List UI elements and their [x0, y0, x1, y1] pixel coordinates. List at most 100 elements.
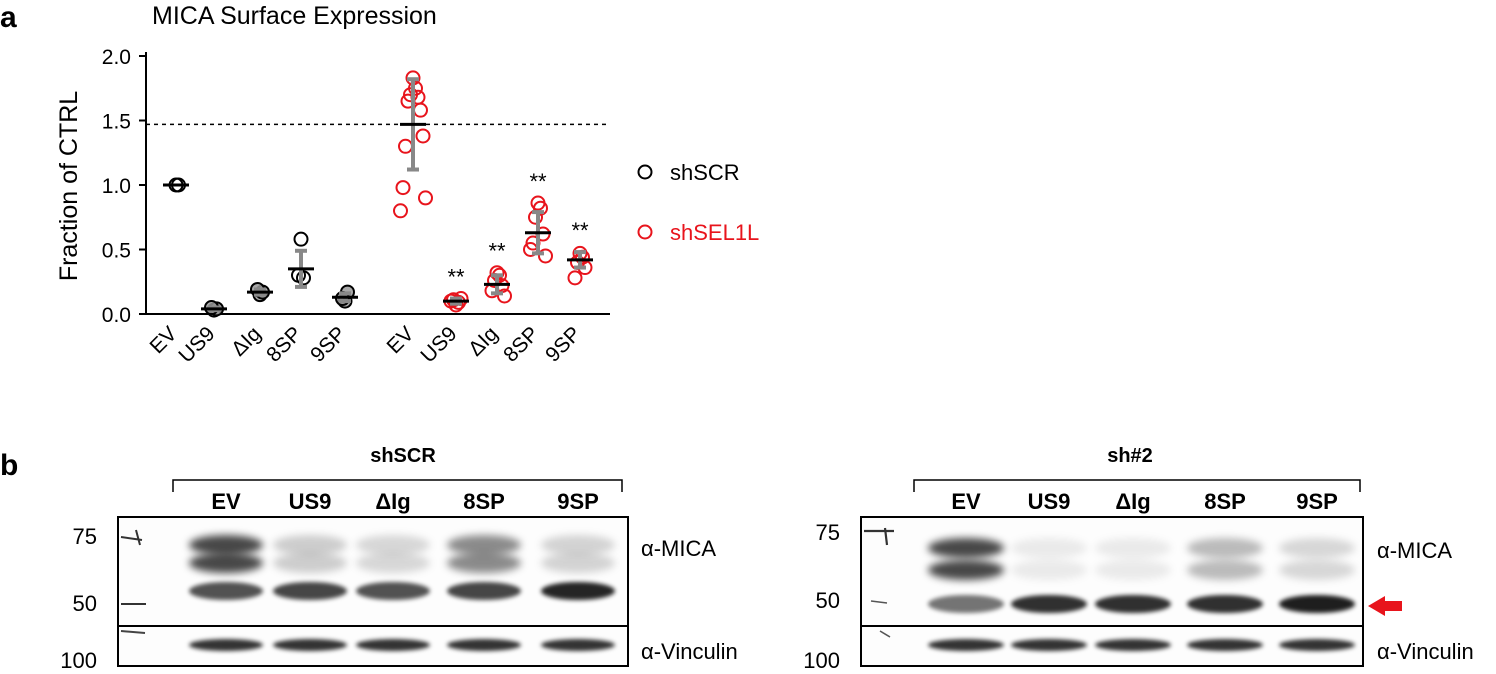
mica-band-upper: [541, 535, 615, 555]
group-shSCR-4: [332, 284, 358, 309]
mica-band-upper: [189, 553, 263, 573]
vinculin-band: [541, 639, 615, 651]
mw-75-right: 75: [816, 520, 840, 545]
vinculin-band: [273, 639, 347, 651]
mica-band-upper: [1095, 560, 1171, 580]
mica-band-upper: [356, 553, 430, 573]
y-tick-label: 0.5: [102, 240, 131, 263]
lane-label-dig-left: ΔIg: [375, 489, 410, 514]
lane-label-9sp-left: 9SP: [557, 489, 599, 514]
vinculin-band: [356, 639, 430, 651]
mica-band-lower: [356, 582, 430, 600]
lane-label-ev-left: EV: [211, 489, 241, 514]
vinculin-band: [1095, 639, 1171, 651]
data-point: [403, 87, 418, 103]
lane-label-us9-right: US9: [1028, 489, 1071, 514]
lane-label-9sp-right: 9SP: [1296, 489, 1338, 514]
mica-band-upper: [541, 553, 615, 573]
mica-band-upper: [273, 535, 347, 555]
antibody-mica-left: α-MICA: [641, 536, 716, 561]
lane-label-us9-left: US9: [289, 489, 332, 514]
mica-band-upper: [1279, 560, 1355, 580]
y-tick-label: 2.0: [102, 46, 131, 69]
ladder-mark-75-left: [120, 529, 143, 546]
mica-band-upper: [1095, 538, 1171, 558]
mica-band-upper: [1011, 538, 1087, 558]
group-bracket-left: [172, 479, 623, 492]
data-point: [418, 190, 433, 206]
red-arrow-icon: [1368, 596, 1402, 616]
y-ticks: 0.0 0.5 1.0 1.5 2.0: [102, 46, 146, 327]
group-shSEL1L-7: **: [484, 239, 512, 304]
mica-band-upper: [1279, 538, 1355, 558]
mw-50-right: 50: [816, 588, 840, 613]
data-point: [497, 288, 512, 304]
legend-label-shscr: shSCR: [670, 160, 740, 185]
legend: shSCR shSEL1L: [637, 160, 759, 245]
group-label-shscr: shSCR: [370, 445, 436, 467]
x-tick-label: 9SP: [306, 322, 350, 366]
group-shSEL1L-6: **: [443, 265, 469, 313]
mica-band-lower: [928, 595, 1004, 613]
antibody-vinculin-right: α-Vinculin: [1377, 639, 1474, 664]
mica-band-upper: [1187, 538, 1263, 558]
data-point: [413, 102, 428, 118]
data-point: [395, 180, 411, 196]
blot-right: sh#2 EV US9 ΔIg 8SP 9SP 75 50 100 α-MICA…: [803, 445, 1473, 673]
group-shSEL1L-8: **: [523, 169, 553, 264]
mica-band-upper: [928, 560, 1004, 580]
ladder-mark-100-right: [879, 630, 891, 638]
mica-band-lower: [273, 582, 347, 600]
legend-label-shsel1l: shSEL1L: [670, 220, 759, 245]
x-tick-label: US9: [174, 322, 219, 367]
group-shSCR-2: [247, 281, 273, 303]
data-groups: ** ** ** **: [163, 70, 593, 318]
x-tick-label: 9SP: [541, 322, 585, 366]
mw-100-right: 100: [803, 648, 840, 673]
mica-band-upper: [356, 535, 430, 555]
group-bracket-right: [913, 479, 1361, 492]
data-point: [398, 138, 413, 154]
ladder-mark-50-right: [870, 600, 888, 604]
y-tick-label: 1.5: [102, 111, 131, 134]
x-tick-label: EV: [382, 322, 418, 358]
mw-50-left: 50: [73, 591, 97, 616]
significance-mark: **: [447, 265, 465, 290]
legend-marker-shscr: [637, 164, 653, 180]
x-tick-label: ΔIg: [464, 322, 503, 361]
chart-title: MICA Surface Expression: [152, 2, 437, 30]
mica-band-lower: [189, 582, 263, 600]
group-shSCR-3: [288, 231, 314, 289]
legend-marker-shsel1l: [637, 224, 653, 240]
group-shSEL1L-9: **: [567, 218, 593, 286]
vinculin-band: [1011, 639, 1087, 651]
group-shSCR-0: [163, 177, 189, 193]
mica-band-upper: [447, 535, 521, 555]
vinculin-band: [928, 639, 1004, 651]
data-point: [393, 203, 408, 219]
mica-band-lower: [1279, 595, 1355, 613]
significance-mark: **: [529, 169, 547, 194]
blot-left: shSCR EV US9 ΔIg 8SP 9SP 75 50 100 α-MIC…: [60, 445, 737, 673]
mw-75-left: 75: [73, 524, 97, 549]
lane-label-dig-right: ΔIg: [1115, 489, 1150, 514]
y-tick-label: 1.0: [102, 175, 131, 198]
mica-band-upper: [1011, 560, 1087, 580]
bands-left: [189, 535, 615, 651]
antibody-vinculin-left: α-Vinculin: [641, 639, 738, 664]
lane-label-8sp-right: 8SP: [1204, 489, 1246, 514]
lane-label-8sp-left: 8SP: [463, 489, 505, 514]
mica-band-lower: [1095, 595, 1171, 613]
data-point: [293, 231, 309, 247]
data-point: [567, 270, 583, 286]
panel-b-label: b: [0, 449, 18, 482]
group-label-sh2: sh#2: [1107, 445, 1153, 467]
bands-right: [928, 538, 1355, 651]
y-axis-label: Fraction of CTRL: [55, 91, 83, 281]
mica-band-lower: [447, 582, 521, 600]
mica-blot-left: [117, 516, 629, 627]
lane-label-ev-right: EV: [951, 489, 981, 514]
data-point: [538, 248, 553, 264]
group-shSCR-1: [201, 300, 227, 318]
